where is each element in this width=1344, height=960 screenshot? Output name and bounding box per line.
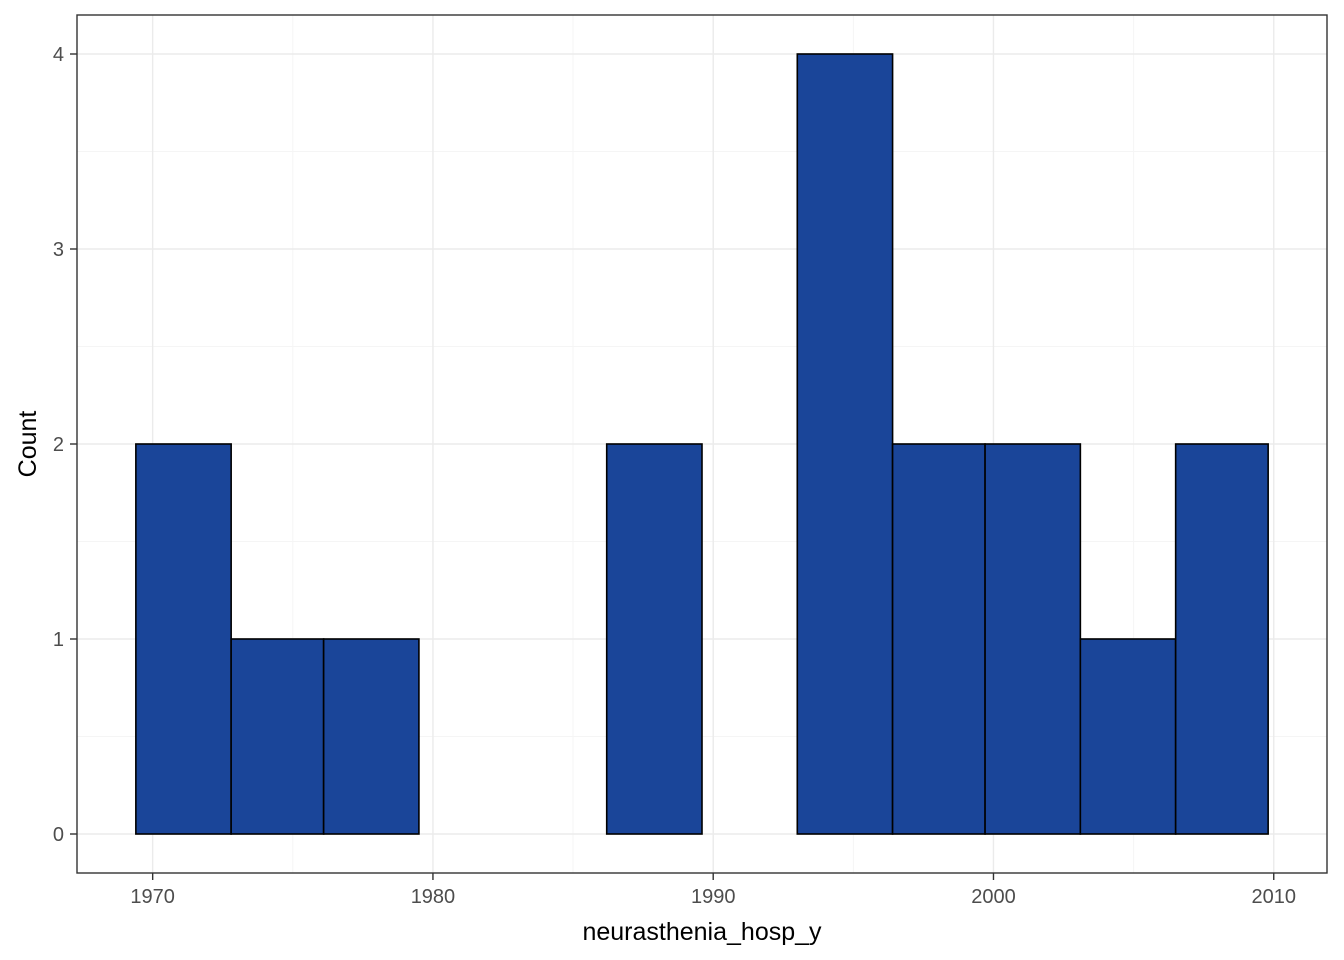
histogram-bar xyxy=(1079,638,1177,835)
y-tick-label: 0 xyxy=(53,824,64,846)
x-axis-title: neurasthenia_hosp_y xyxy=(582,918,822,946)
x-tick-label: 1990 xyxy=(691,886,736,908)
x-tick-label: 2000 xyxy=(971,886,1016,908)
histogram-bar xyxy=(1174,443,1269,835)
y-axis-title: Count xyxy=(14,411,42,478)
y-tick-label: 1 xyxy=(53,629,64,651)
x-axis: 1970 1980 1990 2000 2010 xyxy=(130,873,1296,908)
histogram-bar xyxy=(984,443,1082,835)
x-tick-label: 2010 xyxy=(1251,886,1296,908)
histogram-bar xyxy=(605,443,703,835)
histogram-bars xyxy=(135,53,1269,835)
y-tick-label: 2 xyxy=(53,434,64,456)
y-tick-label: 3 xyxy=(53,239,64,261)
x-tick-label: 1970 xyxy=(130,886,175,908)
histogram-bar xyxy=(796,53,894,835)
histogram-bar xyxy=(891,443,986,835)
histogram-bar xyxy=(322,638,420,835)
x-tick-label: 1980 xyxy=(411,886,456,908)
histogram-bar xyxy=(230,638,325,835)
histogram-bar xyxy=(135,443,232,835)
y-tick-label: 4 xyxy=(53,44,64,66)
y-axis: 0 1 2 3 4 xyxy=(53,44,77,846)
